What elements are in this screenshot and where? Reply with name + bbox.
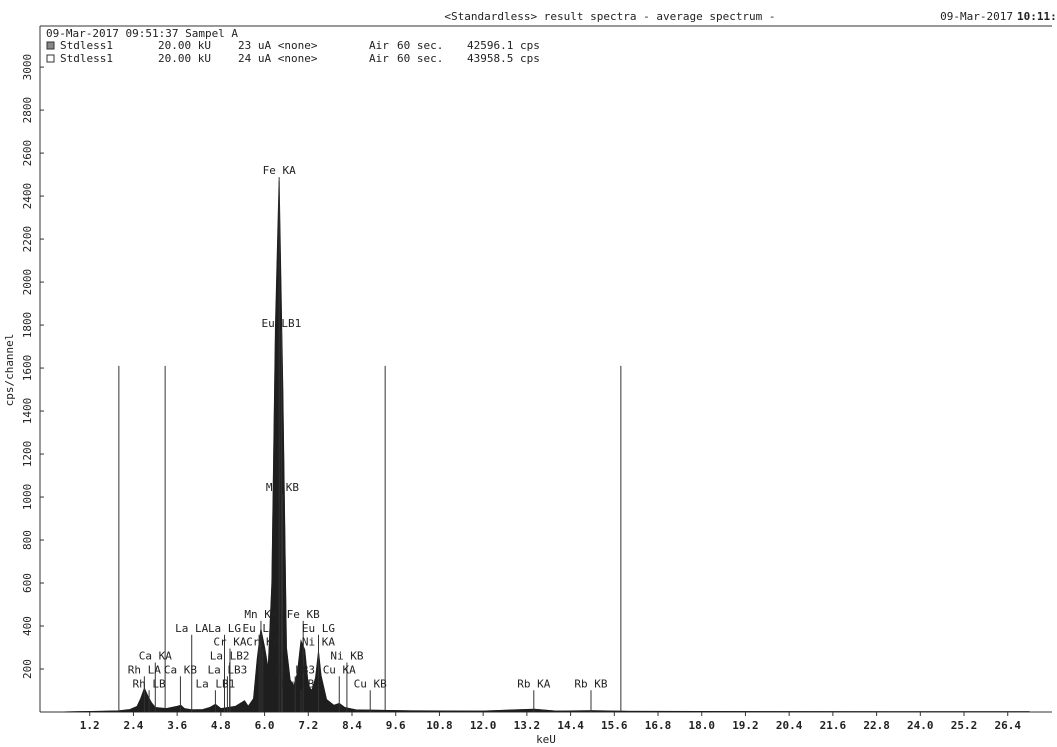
peak-label: Rh LB <box>133 677 166 690</box>
y-tick-label: 2000 <box>21 269 34 296</box>
x-tick-label: 26.4 <box>994 719 1021 732</box>
y-tick-label: 2600 <box>21 140 34 167</box>
x-tick-label: 24.0 <box>907 719 934 732</box>
y-tick-label: 2400 <box>21 183 34 210</box>
spectrum-line <box>64 180 1030 713</box>
peak-label: Cr KB <box>246 636 279 649</box>
x-tick-label: 19.2 <box>732 719 759 732</box>
legend-time: 60 sec. <box>397 52 443 65</box>
legend-swatch <box>46 41 55 50</box>
y-tick-label: 1200 <box>21 441 34 468</box>
peak-label: Ni KB <box>330 650 363 663</box>
y-tick-label: 2200 <box>21 226 34 253</box>
peak-label: Ca KB <box>164 663 197 676</box>
x-tick-label: 6.0 <box>255 719 275 732</box>
peak-label: Ni KA <box>302 636 335 649</box>
peak-label: Eu LB3 <box>275 663 315 676</box>
x-tick-label: 20.4 <box>776 719 803 732</box>
timestamp-date: 09-Mar-2017 <box>940 10 1013 23</box>
x-tick-label: 3.6 <box>167 719 187 732</box>
x-tick-label: 14.4 <box>557 719 584 732</box>
peak-label: Eu LB1 <box>261 317 301 330</box>
peak-label: La LB1 <box>196 677 236 690</box>
peak-label: Eu LA <box>243 622 276 635</box>
x-tick-label: 9.6 <box>386 719 406 732</box>
y-tick-label: 400 <box>21 616 34 636</box>
peak-label: Mn KB <box>266 481 299 494</box>
peak-label: Cu KB <box>354 677 387 690</box>
y-tick-label: 1400 <box>21 398 34 425</box>
y-tick-label: 1600 <box>21 355 34 382</box>
x-tick-label: 7.2 <box>298 719 318 732</box>
y-tick-label: 200 <box>21 659 34 679</box>
peak-label: Cr KA <box>213 636 246 649</box>
peak-label: Fe KB <box>287 608 320 621</box>
legend-rate: 43958.5 cps <box>467 52 540 65</box>
peak-label: La LG <box>208 622 241 635</box>
x-tick-label: 25.2 <box>951 719 978 732</box>
peak-label: La LB3 <box>208 663 248 676</box>
x-tick-label: 21.6 <box>820 719 847 732</box>
sample-header: 09-Mar-2017 09:51:37 Sampel A <box>46 27 238 40</box>
legend-kv: 20.00 kU <box>158 52 211 65</box>
legend-current: 23 uA <none> <box>238 39 318 52</box>
x-tick-label: 2.4 <box>123 719 143 732</box>
y-tick-label: 1000 <box>21 484 34 511</box>
y-axis-label: cps/channel <box>3 334 16 407</box>
peak-label: Eu LB2 <box>281 677 321 690</box>
x-tick-label: 13.2 <box>514 719 541 732</box>
peak-label: La LB2 <box>210 650 250 663</box>
x-tick-label: 8.4 <box>342 719 362 732</box>
chart-title: <Standardless> result spectra - average … <box>444 10 775 23</box>
peak-label: La LA <box>175 622 208 635</box>
legend-current: 24 uA <none> <box>238 52 318 65</box>
x-tick-label: 4.8 <box>211 719 231 732</box>
y-tick-label: 600 <box>21 573 34 593</box>
y-tick-label: 1800 <box>21 312 34 339</box>
legend-name: Stdless1 <box>60 52 113 65</box>
peak-label: Rb KB <box>574 677 607 690</box>
x-axis-label: keU <box>536 733 556 746</box>
peak-label: Ca KA <box>139 650 172 663</box>
legend-time: 60 sec. <box>397 39 443 52</box>
x-tick-label: 15.6 <box>601 719 628 732</box>
x-tick-label: 22.8 <box>863 719 890 732</box>
timestamp-time: 10:11:20 <box>1017 10 1057 23</box>
peak-label: Rb KA <box>517 677 550 690</box>
peak-label: Eu LG <box>302 622 335 635</box>
legend-atmosphere: Air <box>369 39 389 52</box>
y-tick-label: 2800 <box>21 97 34 124</box>
x-tick-label: 10.8 <box>426 719 453 732</box>
peak-label: Rh LA <box>128 663 161 676</box>
legend-atmosphere: Air <box>369 52 389 65</box>
peak-label: Cu KA <box>323 663 356 676</box>
x-tick-label: 12.0 <box>470 719 497 732</box>
y-tick-label: 3000 <box>21 54 34 81</box>
legend-name: Stdless1 <box>60 39 113 52</box>
legend-rate: 42596.1 cps <box>467 39 540 52</box>
peak-label: Fe KA <box>263 164 296 177</box>
x-tick-label: 18.0 <box>688 719 715 732</box>
peak-label: Mn KA <box>244 608 277 621</box>
x-tick-label: 1.2 <box>80 719 100 732</box>
legend-kv: 20.00 kU <box>158 39 211 52</box>
legend-swatch <box>46 54 55 63</box>
x-tick-label: 16.8 <box>645 719 672 732</box>
y-tick-label: 800 <box>21 530 34 550</box>
